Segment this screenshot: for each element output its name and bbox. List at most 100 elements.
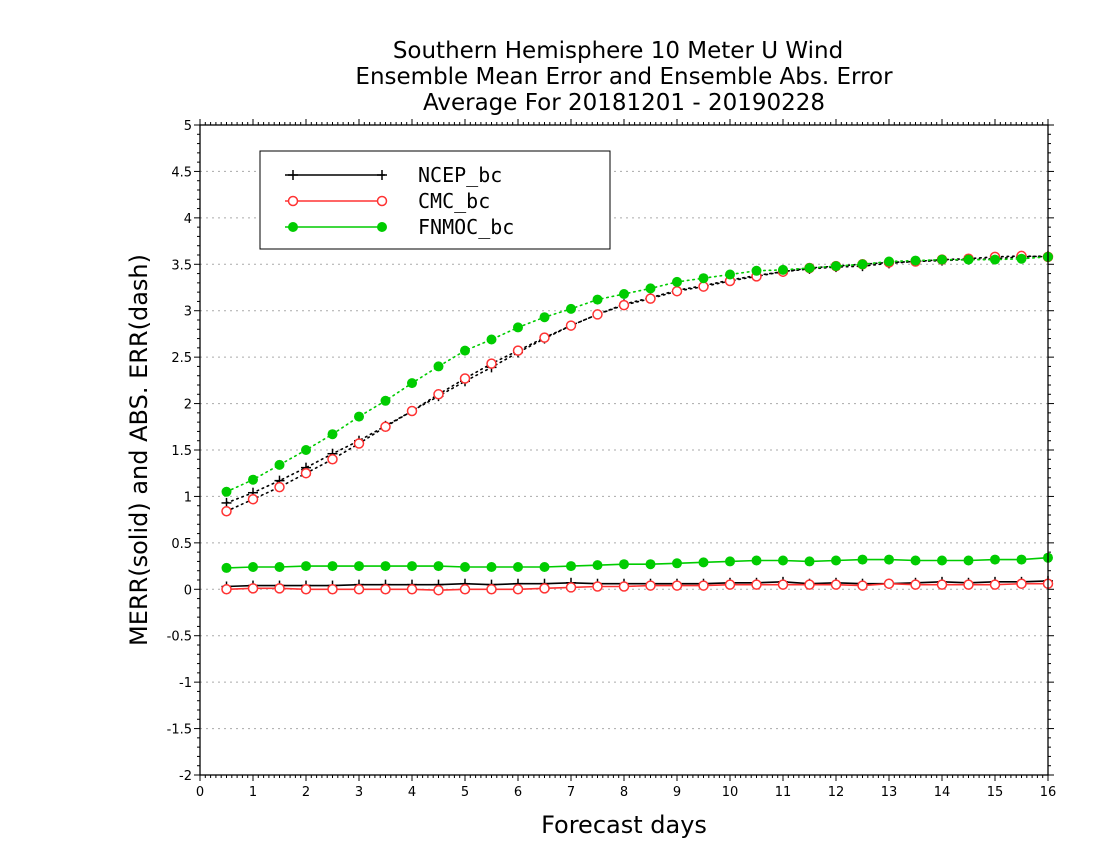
abs-err-point-fnmoc (831, 261, 841, 272)
title-line-1: Southern Hemisphere 10 Meter U Wind (393, 38, 843, 64)
legend-label-ncep: NCEP_bc (418, 163, 502, 187)
mean-err-point-fnmoc (486, 562, 497, 572)
legend-label-cmc: CMC_bc (418, 189, 490, 213)
mean-err-point-fnmoc (619, 559, 629, 570)
mean-err-point-cmc (618, 581, 630, 592)
mean-err-point-fnmoc (221, 562, 232, 573)
x-tick-label: 13 (881, 785, 898, 800)
y-tick-label: 5 (184, 119, 192, 134)
mean-err-point-cmc (512, 584, 524, 595)
mean-err-point-fnmoc (407, 561, 417, 572)
abs-err-point-fnmoc (566, 303, 576, 314)
x-tick-label: 3 (355, 785, 363, 800)
y-tick-label: -1.5 (167, 723, 192, 738)
abs-err-point-fnmoc (698, 273, 709, 284)
mean-err-point-cmc (671, 580, 683, 591)
mean-err-point-cmc (565, 582, 577, 593)
series-cmc (221, 250, 1054, 596)
mean-err-point-cmc (486, 584, 497, 595)
mean-err-point-cmc (327, 584, 338, 595)
abs-err-point-fnmoc (963, 254, 974, 265)
abs-err-line-ncep (225, 255, 1049, 504)
mean-err-point-fnmoc (990, 554, 1000, 565)
x-tick-label: 1 (249, 785, 257, 800)
mean-err-point-fnmoc (274, 562, 285, 572)
x-tick-label: 16 (1040, 785, 1057, 800)
title-line-2: Ensemble Mean Error and Ensemble Abs. Er… (355, 64, 893, 90)
mean-err-point-cmc (989, 579, 1001, 590)
abs-err-point-fnmoc (1016, 253, 1027, 264)
abs-err-point-cmc (221, 506, 232, 517)
y-axis-label: MERR(solid) and ABS. ERR(dash) (125, 254, 153, 646)
x-tick-label: 4 (408, 785, 416, 800)
x-tick-label: 6 (514, 785, 522, 800)
legend-marker-right-ncep (377, 170, 387, 180)
abs-err-point-cmc (459, 373, 471, 384)
mean-err-point-cmc (433, 584, 444, 596)
abs-err-point-fnmoc (778, 264, 788, 275)
mean-err-point-cmc (830, 579, 842, 590)
abs-err-point-cmc (327, 454, 338, 465)
y-tick-label: 2.5 (171, 351, 192, 366)
abs-err-point-cmc (512, 345, 524, 356)
y-tick-label: 3.5 (171, 258, 192, 273)
mean-err-point-cmc (857, 580, 868, 591)
mean-err-point-fnmoc (301, 561, 311, 572)
abs-err-point-fnmoc (857, 259, 868, 270)
y-tick-label: 1 (184, 490, 192, 505)
abs-err-point-fnmoc (248, 474, 258, 485)
mean-err-point-fnmoc (645, 559, 656, 570)
mean-err-point-cmc (963, 579, 974, 590)
abs-err-line-fnmoc (225, 256, 1049, 493)
abs-err-point-cmc (698, 281, 709, 292)
mean-err-point-fnmoc (354, 561, 364, 572)
y-tick-label: 0.5 (171, 537, 192, 552)
abs-err-point-fnmoc (274, 459, 285, 470)
mean-err-point-cmc (910, 579, 921, 590)
series-fnmoc (221, 251, 1053, 573)
abs-err-point-fnmoc (513, 322, 523, 333)
y-tick-label: -1 (179, 676, 192, 691)
y-tick-label: 4 (184, 212, 192, 227)
abs-err-line-cmc (225, 255, 1049, 513)
title-line-3: Average For 20181201 - 20190228 (423, 90, 825, 116)
mean-err-point-cmc (380, 584, 391, 595)
mean-err-point-cmc (1016, 578, 1027, 589)
mean-err-point-fnmoc (831, 555, 841, 566)
abs-err-point-fnmoc (910, 255, 921, 266)
mean-err-point-cmc (247, 583, 259, 594)
mean-err-point-fnmoc (1016, 554, 1027, 565)
plot-frame (199, 124, 1049, 776)
mean-err-point-cmc (883, 578, 895, 589)
abs-err-point-fnmoc (592, 294, 603, 305)
y-tick-label: -0.5 (167, 630, 192, 645)
x-tick-label: 0 (196, 785, 204, 800)
grid-lines (200, 170, 1048, 730)
abs-err-point-fnmoc (619, 289, 629, 299)
mean-err-point-cmc (459, 584, 471, 595)
mean-err-point-cmc (777, 579, 789, 590)
x-tick-label: 9 (673, 785, 681, 800)
y-tick-label: 0 (184, 583, 192, 598)
abs-err-point-cmc (671, 285, 683, 297)
y-tick-label: 4.5 (171, 165, 192, 180)
mean-err-point-cmc (724, 579, 736, 590)
abs-err-point-fnmoc (460, 345, 470, 356)
legend-marker-left-ncep (288, 170, 298, 180)
mean-err-point-fnmoc (884, 554, 894, 565)
abs-err-point-cmc (592, 309, 603, 320)
mean-err-point-fnmoc (804, 556, 815, 567)
abs-err-point-fnmoc (539, 312, 550, 323)
mean-err-point-cmc (274, 583, 285, 594)
mean-err-point-fnmoc (327, 561, 338, 572)
mean-err-point-fnmoc (566, 561, 576, 572)
mean-err-point-cmc (353, 584, 365, 595)
mean-err-point-fnmoc (248, 562, 258, 572)
mean-err-point-cmc (406, 584, 418, 595)
abs-err-point-cmc (274, 481, 285, 493)
legend-marker-right-cmc (376, 195, 388, 207)
legend-marker-left-fnmoc (288, 222, 298, 232)
abs-err-point-cmc (300, 467, 312, 479)
x-tick-label: 10 (722, 785, 739, 800)
